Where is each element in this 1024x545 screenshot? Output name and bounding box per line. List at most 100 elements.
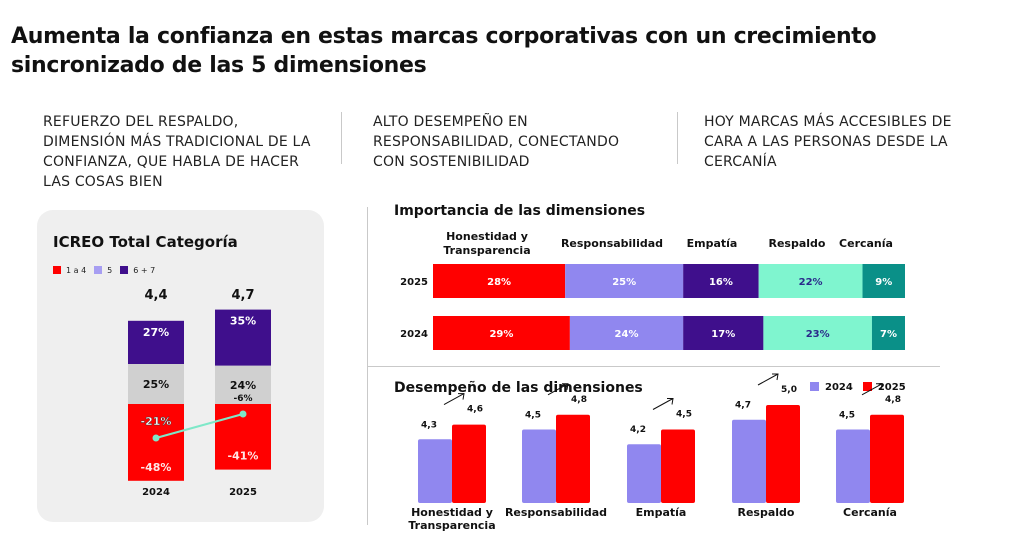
category-label: 2025: [229, 487, 257, 498]
value-label-2025: 4,5: [676, 410, 692, 420]
page-title: Aumenta la confianza en estas marcas cor…: [11, 24, 877, 78]
insight-cercania: HOY MARCAS MÁS ACCESIBLES DE CARA A LAS …: [704, 114, 952, 170]
importance-segment: [871, 316, 905, 350]
bar-segment-6-7: [215, 309, 271, 366]
performance-bar: [836, 429, 870, 503]
icreo-legend: 1 a 4 5 6 + 7: [53, 259, 163, 278]
importance-segment: [862, 264, 905, 298]
performance-bar: [661, 429, 695, 503]
performance-bar: [627, 444, 661, 503]
importance-chart-title: Importancia de las dimensiones: [394, 203, 646, 219]
row-label: 2024: [400, 329, 428, 340]
trend-arrow-icon: [652, 398, 674, 410]
importance-segment: [433, 264, 566, 298]
performance-bar: [766, 405, 800, 503]
legend-swatch: [862, 382, 872, 391]
category-label: Transparencia: [408, 519, 495, 532]
bar-label: -48%: [141, 461, 172, 474]
importance-segment: [758, 264, 863, 298]
net-label: -21%: [141, 415, 172, 428]
bar-label: -41%: [228, 450, 259, 463]
trend-arrow-icon: [757, 373, 779, 386]
segment-header: Respaldo: [769, 237, 826, 250]
segment-header: Empatía: [687, 237, 738, 250]
net-point: [152, 434, 160, 442]
segment-header: Cercanía: [839, 237, 893, 250]
performance-chart-title: Desempeño de las dimensiones: [394, 380, 643, 396]
trend-arrow-head-icon: [562, 383, 569, 390]
importance-segment: [683, 316, 764, 350]
trend-arrow-icon: [547, 383, 569, 396]
segment-value-label: 17%: [711, 329, 735, 340]
value-label-2024: 4,7: [735, 401, 751, 411]
legend-swatch: [810, 382, 819, 391]
legend-item: 2024: [810, 382, 853, 393]
category-label: Respaldo: [738, 506, 795, 519]
importance-segment: [569, 316, 684, 350]
performance-bar: [556, 414, 590, 503]
category-label: Empatía: [636, 506, 687, 519]
importance-segment: [683, 264, 759, 298]
importance-segment: [763, 316, 872, 350]
bar-segment-5: [128, 364, 184, 404]
category-label: Responsabilidad: [505, 506, 607, 519]
category-label: Cercanía: [843, 506, 897, 519]
segment-value-label: 24%: [615, 329, 639, 340]
trend-arrow-icon: [443, 393, 465, 406]
legend-label: 2025: [877, 382, 906, 393]
performance-bar: [732, 419, 766, 503]
performance-bar: [452, 424, 486, 503]
value-label-2025: 4,8: [571, 395, 587, 405]
segment-header: Responsabilidad: [561, 237, 663, 250]
insight-respaldo: REFUERZO DEL RESPALDO, DIMENSIÓN MÁS TRA…: [43, 114, 311, 190]
net-line: [155, 413, 244, 439]
legend-swatch: [94, 266, 103, 274]
segment-value-label: 16%: [709, 277, 733, 288]
legend-label: 1 a 4: [66, 265, 87, 275]
performance-bar: [522, 429, 556, 503]
value-label-2024: 4,3: [421, 420, 437, 430]
legend-label: 6 + 7: [133, 265, 156, 275]
bar-label: 24%: [230, 379, 256, 392]
value-label-2025: 4,6: [467, 405, 483, 415]
value-label-2025: 5,0: [781, 385, 797, 395]
bar-segment-5: [215, 365, 271, 404]
legend-item: 6 + 7: [120, 266, 155, 275]
legend-label: 5: [107, 265, 113, 275]
segment-header: Transparencia: [443, 244, 530, 257]
importance-segment: [565, 264, 684, 298]
segment-value-label: 22%: [799, 277, 823, 288]
trend-arrow-head-icon: [667, 398, 674, 405]
chart-divider-horizontal: [367, 366, 940, 367]
row-label: 2025: [400, 277, 428, 288]
bar-segment-1a4: [128, 404, 184, 481]
value-label-2025: 4,8: [885, 395, 901, 405]
total-score-label: 4,7: [231, 288, 254, 303]
performance-bar: [418, 439, 452, 503]
value-label-2024: 4,5: [525, 411, 541, 421]
category-label: Honestidad y: [411, 506, 493, 519]
insight-divider: [341, 112, 342, 164]
segment-header: Honestidad y: [446, 230, 528, 243]
category-label: 2024: [142, 487, 170, 498]
bar-label: 35%: [230, 315, 256, 328]
bar-label: 27%: [143, 326, 169, 339]
legend-swatch: [53, 266, 61, 274]
segment-value-label: 28%: [487, 277, 511, 288]
importance-segment: [433, 316, 570, 350]
icreo-chart-title: ICREO Total Categoría: [53, 233, 238, 251]
legend-item: 5: [94, 266, 112, 275]
performance-legend: 2024 2025: [810, 382, 906, 393]
legend-swatch: [120, 266, 129, 274]
segment-value-label: 29%: [489, 329, 513, 340]
net-label: -6%: [233, 394, 252, 404]
legend-label: 2024: [825, 382, 853, 393]
bar-segment-6-7: [128, 320, 184, 364]
bar-label: 25%: [143, 378, 169, 391]
trend-arrow-icon: [861, 383, 883, 396]
segment-value-label: 9%: [875, 277, 892, 288]
legend-item: 1 a 4: [53, 266, 86, 275]
trend-arrow-head-icon: [876, 383, 883, 390]
